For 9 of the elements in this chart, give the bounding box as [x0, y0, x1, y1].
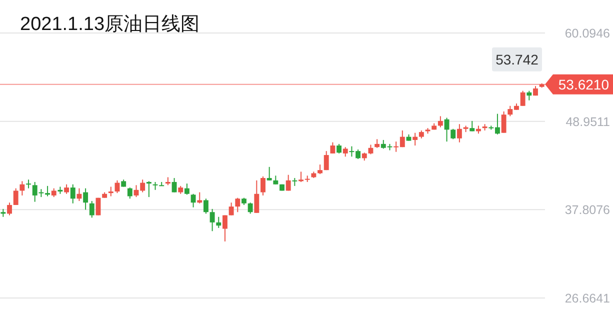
- ref-line-label: 53.6210: [558, 76, 610, 92]
- y-tick-label: 37.8076: [564, 203, 610, 218]
- annotation: 53.742: [496, 51, 539, 68]
- y-tick-label: 26.6641: [564, 292, 610, 306]
- ref-line: 53.6210: [0, 74, 613, 94]
- annotation: 53.742: [492, 47, 542, 72]
- y-tick-label: 60.0946: [564, 26, 610, 40]
- chart-title: 2021.1.13原油日线图: [20, 14, 200, 35]
- y-tick-label: 48.9511: [566, 114, 610, 129]
